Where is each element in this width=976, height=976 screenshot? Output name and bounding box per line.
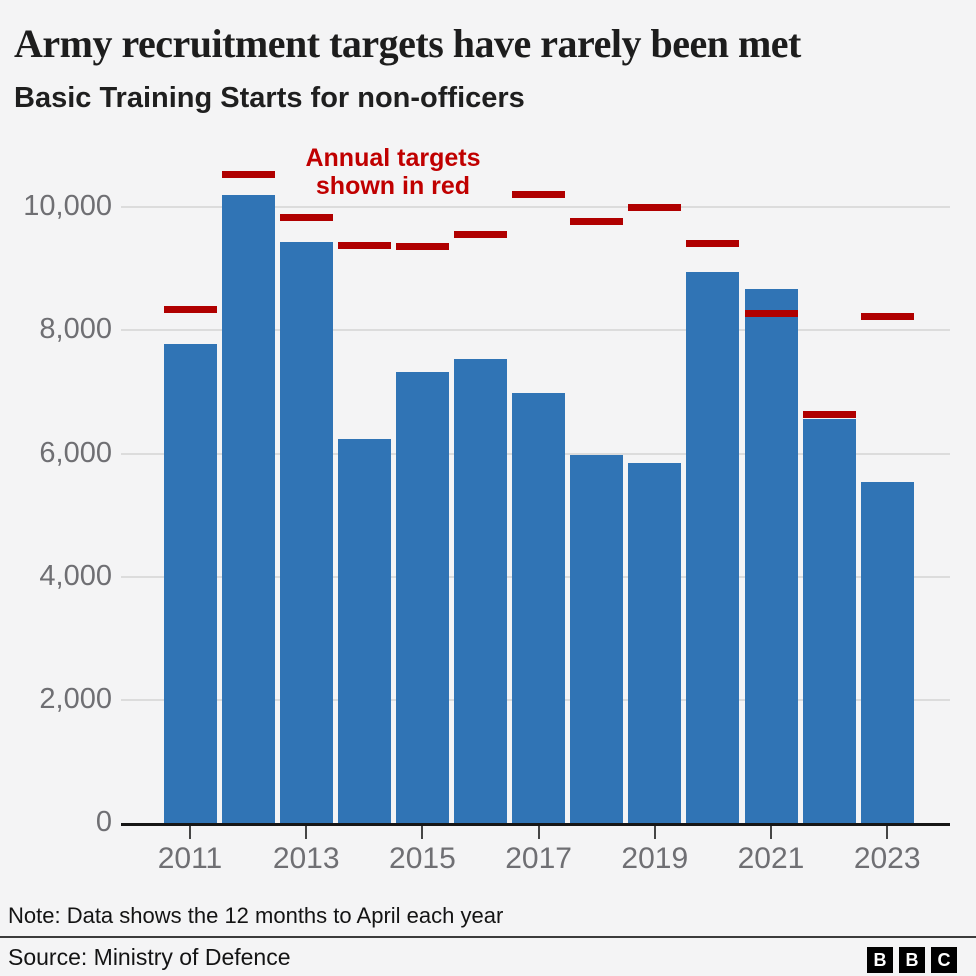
x-axis-label-2021: 2021 [737, 842, 805, 875]
y-axis-label-0: 0 [95, 806, 112, 839]
target-line-2016 [454, 231, 507, 239]
bbc-logo-block-2: B [899, 947, 925, 973]
source-credit: Source: Ministry of Defence [8, 944, 291, 970]
x-axis-label-2019: 2019 [621, 842, 689, 875]
bar-2023 [860, 482, 914, 824]
y-axis-label-8000: 8,000 [39, 313, 112, 346]
x-tick-2013 [305, 826, 308, 840]
target-line-2022 [802, 410, 856, 418]
x-axis-label-2023: 2023 [853, 842, 921, 875]
x-tick-2017 [537, 826, 540, 840]
bar-2015 [395, 371, 449, 824]
bar-2013 [279, 242, 333, 824]
y-axis-label-4000: 4,000 [39, 559, 112, 592]
x-tick-2023 [886, 826, 889, 840]
annotation-targets: Annual targets shown in red [253, 144, 533, 200]
bar-2011 [163, 343, 217, 824]
target-line-2014 [337, 242, 391, 250]
x-axis-label-2017: 2017 [505, 842, 572, 875]
x-axis-label-2013: 2013 [272, 842, 340, 875]
target-line-2013 [279, 213, 333, 221]
x-tick-2019 [653, 826, 656, 840]
bar-2019 [628, 462, 682, 824]
target-line-2021 [744, 310, 798, 318]
y-axis-label-2000: 2,000 [39, 683, 112, 716]
bar-2012 [221, 195, 275, 824]
x-tick-2021 [770, 826, 772, 840]
target-line-2011 [163, 305, 217, 313]
bbc-logo-block-1: B [867, 947, 893, 973]
bar-2021 [744, 288, 798, 824]
x-axis-label-2011: 2011 [157, 842, 223, 875]
bbc-logo-block-3: C [931, 947, 957, 973]
target-line-2019 [628, 203, 682, 211]
footer-divider [0, 936, 976, 938]
bar-2020 [686, 271, 740, 824]
target-line-2012 [221, 170, 275, 178]
target-line-2023 [860, 313, 914, 321]
bar-2017 [512, 393, 566, 824]
bar-2022 [802, 419, 856, 824]
chart-subtitle: Basic Training Starts for non-officers [14, 82, 525, 114]
bar-2018 [570, 454, 624, 824]
annotation-line2: shown in red [315, 172, 471, 200]
chart-note: Note: Data shows the 12 months to April … [8, 903, 504, 928]
y-axis-label-6000: 6,000 [39, 436, 112, 469]
gridline-8000 [121, 329, 950, 332]
x-tick-2011 [189, 826, 191, 840]
annotation-line1: Annual targets [305, 144, 481, 172]
bar-2016 [454, 358, 507, 824]
x-tick-2015 [421, 826, 424, 840]
x-axis-line [121, 823, 950, 827]
target-line-2018 [570, 217, 624, 225]
x-axis-label-2015: 2015 [389, 842, 456, 875]
target-line-2017 [512, 191, 566, 199]
target-line-2015 [395, 242, 449, 250]
target-line-2020 [686, 240, 740, 248]
bar-2014 [337, 439, 391, 824]
gridline-10000 [121, 206, 950, 208]
chart-title: Army recruitment targets have rarely bee… [14, 21, 801, 66]
y-axis-label-10000: 10,000 [23, 190, 112, 222]
